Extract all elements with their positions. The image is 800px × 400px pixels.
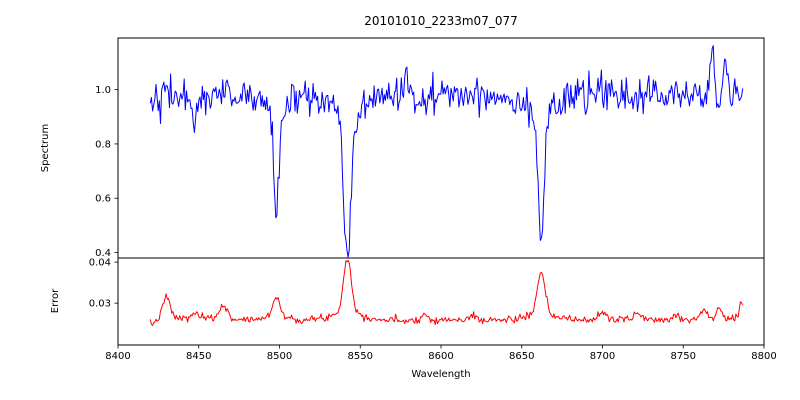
x-tick-label: 8450: [186, 351, 211, 362]
x-tick-label: 8550: [348, 351, 373, 362]
x-tick-label: 8500: [267, 351, 292, 362]
chart-title: 20101010_2233m07_077: [364, 14, 517, 28]
y-tick-label: 0.03: [89, 299, 111, 310]
spectrum-series: [149, 45, 744, 258]
spectrum-axes-frame: [117, 37, 765, 259]
x-tick-label: 8650: [509, 351, 534, 362]
error-series: [149, 259, 744, 326]
y-tick-label: 0.8: [95, 139, 111, 150]
y-axis-label-error: Error: [50, 288, 61, 313]
series-layer: [149, 45, 744, 326]
error-axes-frame: [117, 257, 765, 346]
y-tick-label: 0.6: [95, 194, 111, 205]
ticks-layer: 8400 8450 8500 8550 8600 8650 8700 8750 88000.40…: [89, 85, 777, 362]
y-tick-label: 0.4: [95, 248, 111, 259]
x-axis-label: Wavelength: [411, 369, 470, 380]
y-tick-label: 1.0: [95, 85, 111, 96]
x-tick-label: 8700: [590, 351, 615, 362]
x-tick-label: 8600: [428, 351, 453, 362]
y-axis-label-spectrum: Spectrum: [40, 124, 51, 172]
x-tick-label: 8800: [751, 351, 776, 362]
x-tick-label: 8400: [105, 351, 130, 362]
y-tick-label: 0.04: [89, 258, 111, 269]
x-tick-label: 8750: [671, 351, 696, 362]
